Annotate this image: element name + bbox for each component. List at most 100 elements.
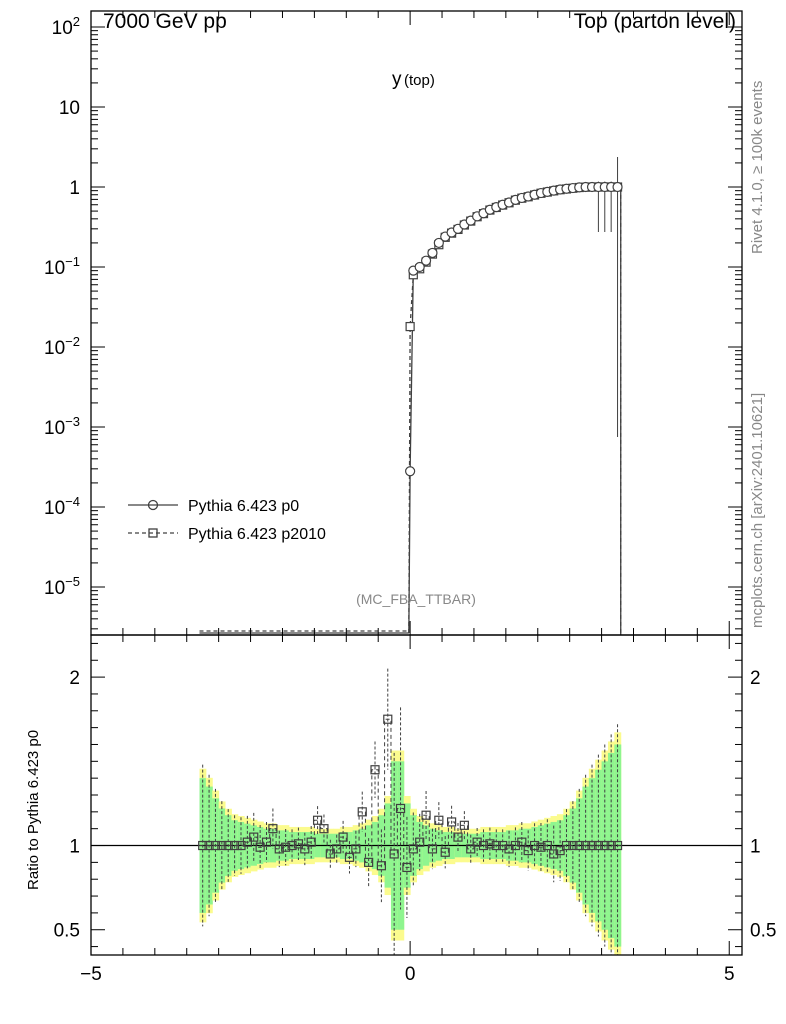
ratio-point	[338, 832, 348, 842]
ratio-y-tick-label-right: 0.5	[750, 921, 776, 942]
ratio-point	[300, 844, 310, 854]
ratio-point	[459, 820, 469, 830]
ratio-point	[204, 840, 214, 851]
ratio-point	[281, 842, 291, 852]
point-p0	[420, 255, 432, 266]
ratio-y-tick-label: 2	[69, 668, 80, 689]
ratio-point	[389, 849, 399, 859]
ratio-point	[593, 840, 603, 851]
ratio-point	[370, 765, 380, 775]
ratio-point	[549, 849, 559, 859]
ratio-point	[536, 842, 546, 852]
series-p2010-line	[408, 186, 622, 635]
ratio-point	[242, 837, 252, 847]
series-p0-line	[408, 186, 622, 635]
ratio-point	[561, 840, 572, 851]
ratio-plot-panel: 0.5 0.5 1 1 2 2 −5 0 5 Ratio to Pythia 6.423 p0	[25, 634, 776, 985]
ratio-point	[230, 840, 240, 851]
ratio-point	[217, 840, 227, 851]
ratio-point	[249, 832, 259, 842]
ratio-point	[440, 847, 450, 857]
point-p0	[405, 466, 416, 477]
ratio-point	[510, 840, 521, 851]
point-p2010	[405, 321, 415, 332]
ratio-point	[357, 807, 367, 817]
legend-marker-square	[148, 528, 158, 538]
ratio-point	[210, 840, 221, 851]
ratio-point	[517, 837, 527, 847]
ratio-point	[466, 844, 476, 854]
ratio-point	[287, 840, 297, 851]
plot-title: y	[392, 69, 402, 90]
ratio-point	[421, 810, 431, 820]
y-tick-label: 10−5	[44, 574, 80, 599]
ratio-point	[376, 861, 386, 871]
ratio-point	[332, 844, 342, 854]
ratio-point	[453, 832, 463, 842]
ratio-point	[351, 844, 361, 854]
ratio-point	[274, 844, 284, 854]
ratio-point	[568, 840, 578, 851]
ratio-point	[198, 840, 208, 851]
ratio-point	[427, 844, 438, 854]
ratio-point	[434, 815, 444, 825]
ratio-point	[255, 842, 265, 852]
point-p0	[414, 261, 425, 273]
point-p0	[427, 247, 438, 259]
ratio-y-tick-label-right: 1	[750, 837, 761, 858]
ratio-point	[306, 837, 316, 847]
ratio-point	[612, 840, 623, 851]
ratio-point	[542, 840, 552, 851]
ratio-point	[293, 839, 304, 849]
process-label: Top (parton level)	[574, 10, 736, 33]
ratio-point	[581, 840, 591, 851]
ratio-point	[447, 817, 457, 827]
ratio-point	[236, 840, 246, 851]
y-tick-label: 10−4	[44, 494, 80, 519]
ratio-y-tick-label: 0.5	[54, 921, 80, 942]
ratio-point	[312, 815, 323, 825]
ratio-point	[606, 840, 616, 851]
legend-label-p0: Pythia 6.423 p0	[188, 498, 299, 515]
x-tick-label: −5	[80, 964, 102, 985]
ratio-series-line	[199, 718, 621, 868]
y-tick-label: 1	[69, 178, 80, 199]
ratio-point	[498, 840, 508, 851]
energy-label: 7000 GeV pp	[103, 10, 227, 33]
ratio-point	[261, 837, 272, 847]
y-tick-label: 102	[52, 14, 80, 39]
legend-marker-circle	[147, 499, 159, 511]
ratio-point	[344, 852, 355, 862]
ratio-point	[574, 840, 584, 851]
ratio-point	[415, 837, 425, 847]
x-tick-label: 0	[405, 964, 416, 985]
y-tick-label: 10−1	[44, 254, 80, 279]
ratio-point	[223, 840, 233, 851]
ratio-y-tick-label: 1	[69, 837, 80, 858]
ratio-point	[325, 849, 335, 859]
legend: Pythia 6.423 p0 Pythia 6.423 p2010	[128, 498, 326, 543]
ratio-point	[268, 824, 278, 834]
y-tick-label: 10	[59, 98, 80, 119]
ratio-point	[395, 803, 406, 814]
mcplots-label: mcplots.cern.ch [arXiv:2401.10621]	[749, 393, 766, 628]
ratio-point	[485, 839, 495, 849]
analysis-label: (MC_FBA_TTBAR)	[356, 591, 476, 607]
ratio-point	[472, 837, 482, 847]
ratio-point	[319, 824, 329, 834]
ratio-point	[364, 857, 374, 867]
y-tick-label: 10−2	[44, 334, 80, 359]
x-tick-label: 5	[724, 964, 735, 985]
ratio-axis-label: Ratio to Pythia 6.423 p0	[25, 730, 42, 890]
ratio-point	[523, 845, 533, 856]
ratio-point	[600, 840, 610, 851]
y-tick-label: 10−3	[44, 414, 80, 439]
ratio-point	[587, 840, 597, 851]
ratio-y-tick-label-right: 2	[750, 668, 761, 689]
ratio-point	[491, 840, 501, 851]
point-p0	[433, 237, 444, 249]
ratio-point	[408, 844, 418, 854]
point-p0	[612, 181, 623, 193]
ratio-plot-frame	[90, 634, 743, 956]
